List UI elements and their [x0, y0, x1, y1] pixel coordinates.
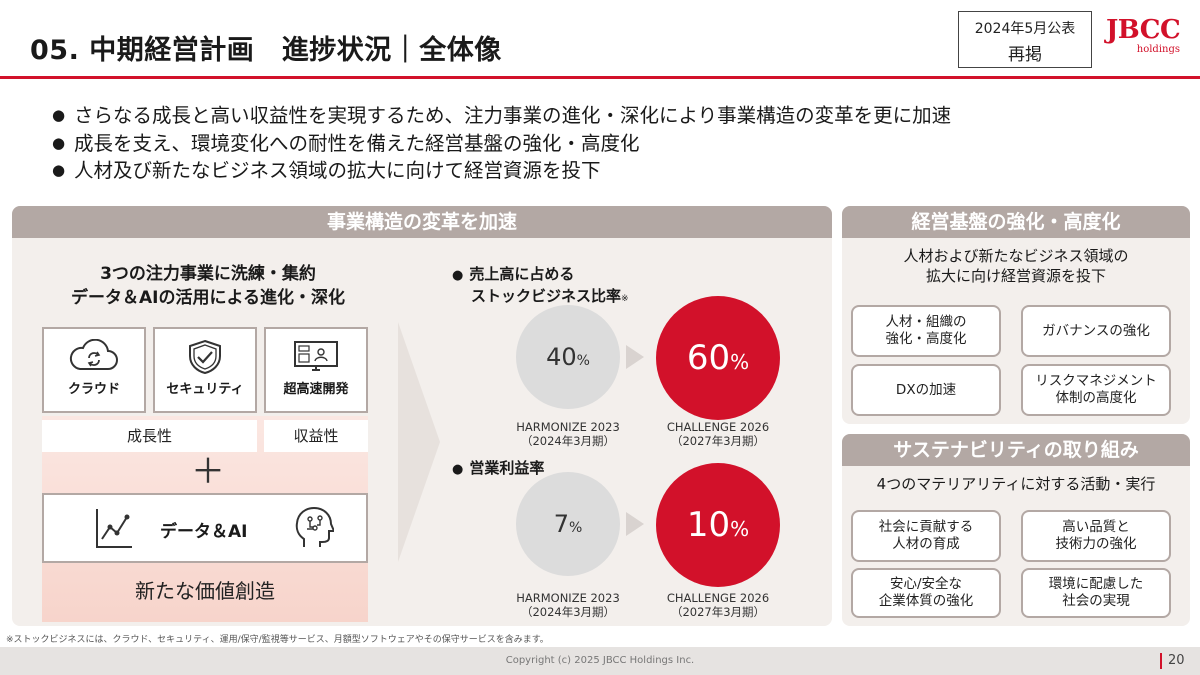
panel-header: サステナビリティの取り組み: [842, 434, 1190, 466]
bullet-item: 人材及び新たなビジネス領域の拡大に向けて経営資源を投下: [52, 157, 951, 185]
shield-check-icon: [189, 339, 221, 375]
panel-header: 経営基盤の強化・高度化: [842, 206, 1190, 238]
cloud-sync-icon: [69, 339, 118, 370]
growth-tag: 成長性: [42, 420, 257, 452]
logo-text: JBCC: [1106, 15, 1181, 45]
stock-ratio-current: 40%: [516, 305, 620, 409]
plus-sign: ＋: [191, 452, 225, 492]
operating-margin-target: 10%: [656, 463, 780, 587]
materiality-item: 高い品質と 技術力の強化: [1021, 510, 1171, 562]
foundation-item: 人材・組織の 強化・高度化: [851, 305, 1001, 357]
republished-label: 再掲: [1008, 45, 1042, 65]
materiality-item: 社会に貢献する 人材の育成: [851, 510, 1001, 562]
publication-date: 2024年5月公表: [974, 21, 1076, 37]
data-ai-label: データ＆AI: [160, 522, 248, 542]
focus-business-title: 3つの注力事業に洗練・集約 データ＆AIの活用による進化・深化: [71, 264, 345, 308]
page-number: 20: [1168, 653, 1185, 668]
page-footer: Copyright (c) 2025 JBCC Holdings Inc. 20: [0, 647, 1200, 675]
page-title: 05. 中期経営計画 進捗状況｜全体像: [30, 35, 502, 66]
service-cloud: クラウド: [42, 327, 146, 413]
harmonize-caption: HARMONIZE 2023 （2024年3月期）: [516, 591, 620, 619]
service-label: クラウド: [67, 382, 120, 397]
bullet-item: 成長を支え、環境変化への耐性を備えた経営基盤の強化・高度化: [52, 130, 951, 158]
harmonize-caption: HARMONIZE 2023 （2024年3月期）: [516, 420, 620, 448]
data-ai-box: データ＆AI: [42, 493, 368, 563]
service-security: セキュリティ: [153, 327, 257, 413]
service-rapid-dev: 超高速開発: [264, 327, 368, 413]
footer-accent-bar: [1160, 653, 1162, 669]
service-label: 超高速開発: [283, 382, 349, 397]
service-label: セキュリティ: [166, 382, 244, 397]
header-divider: [0, 76, 1200, 79]
arrow-right-icon: [626, 345, 644, 369]
foundation-item: リスクマネジメント 体制の高度化: [1021, 364, 1171, 416]
materiality-item: 環境に配慮した 社会の実現: [1021, 568, 1171, 618]
dev-screen-icon: [294, 341, 338, 371]
copyright: Copyright (c) 2025 JBCC Holdings Inc.: [505, 655, 695, 666]
logo-subtext: holdings: [1136, 44, 1180, 55]
ai-head-icon: [295, 506, 334, 547]
panel-lead: 4つのマテリアリティに対する活動・実行: [876, 475, 1156, 493]
challenge-caption: CHALLENGE 2026 （2027年3月期）: [666, 591, 770, 619]
arrow-right-icon: [626, 512, 644, 536]
stock-ratio-target: 60%: [656, 296, 780, 420]
bullet-item: さらなる成長と高い収益性を実現するため、注力事業の進化・深化により事業構造の変革…: [52, 102, 951, 130]
materiality-item: 安心/安全な 企業体質の強化: [851, 568, 1001, 618]
company-logo: JBCC holdings: [1106, 16, 1186, 66]
new-value-creation: 新たな価値創造: [135, 579, 275, 603]
footnote: ※ストックビジネスには、クラウド、セキュリティ、運用/保守/監視等サービス、月額…: [6, 635, 549, 645]
operating-margin-current: 7%: [516, 472, 620, 576]
operating-margin-title: ● 営業利益率: [452, 459, 545, 477]
panel-header: 事業構造の変革を加速: [12, 206, 832, 238]
summary-bullets: さらなる成長と高い収益性を実現するため、注力事業の進化・深化により事業構造の変革…: [52, 102, 951, 185]
foundation-item: ガバナンスの強化: [1021, 305, 1171, 357]
profitability-tag: 収益性: [264, 420, 368, 452]
panel-lead: 人材および新たなビジネス領域の 拡大に向け経営資源を投下: [903, 247, 1129, 285]
stock-ratio-title: ● 売上高に占める ストックビジネス比率※: [452, 265, 629, 305]
chart-line-icon: [96, 509, 132, 548]
publication-badge: 2024年5月公表 再掲: [958, 11, 1092, 68]
foundation-item: DXの加速: [851, 364, 1001, 416]
challenge-caption: CHALLENGE 2026 （2027年3月期）: [666, 420, 770, 448]
